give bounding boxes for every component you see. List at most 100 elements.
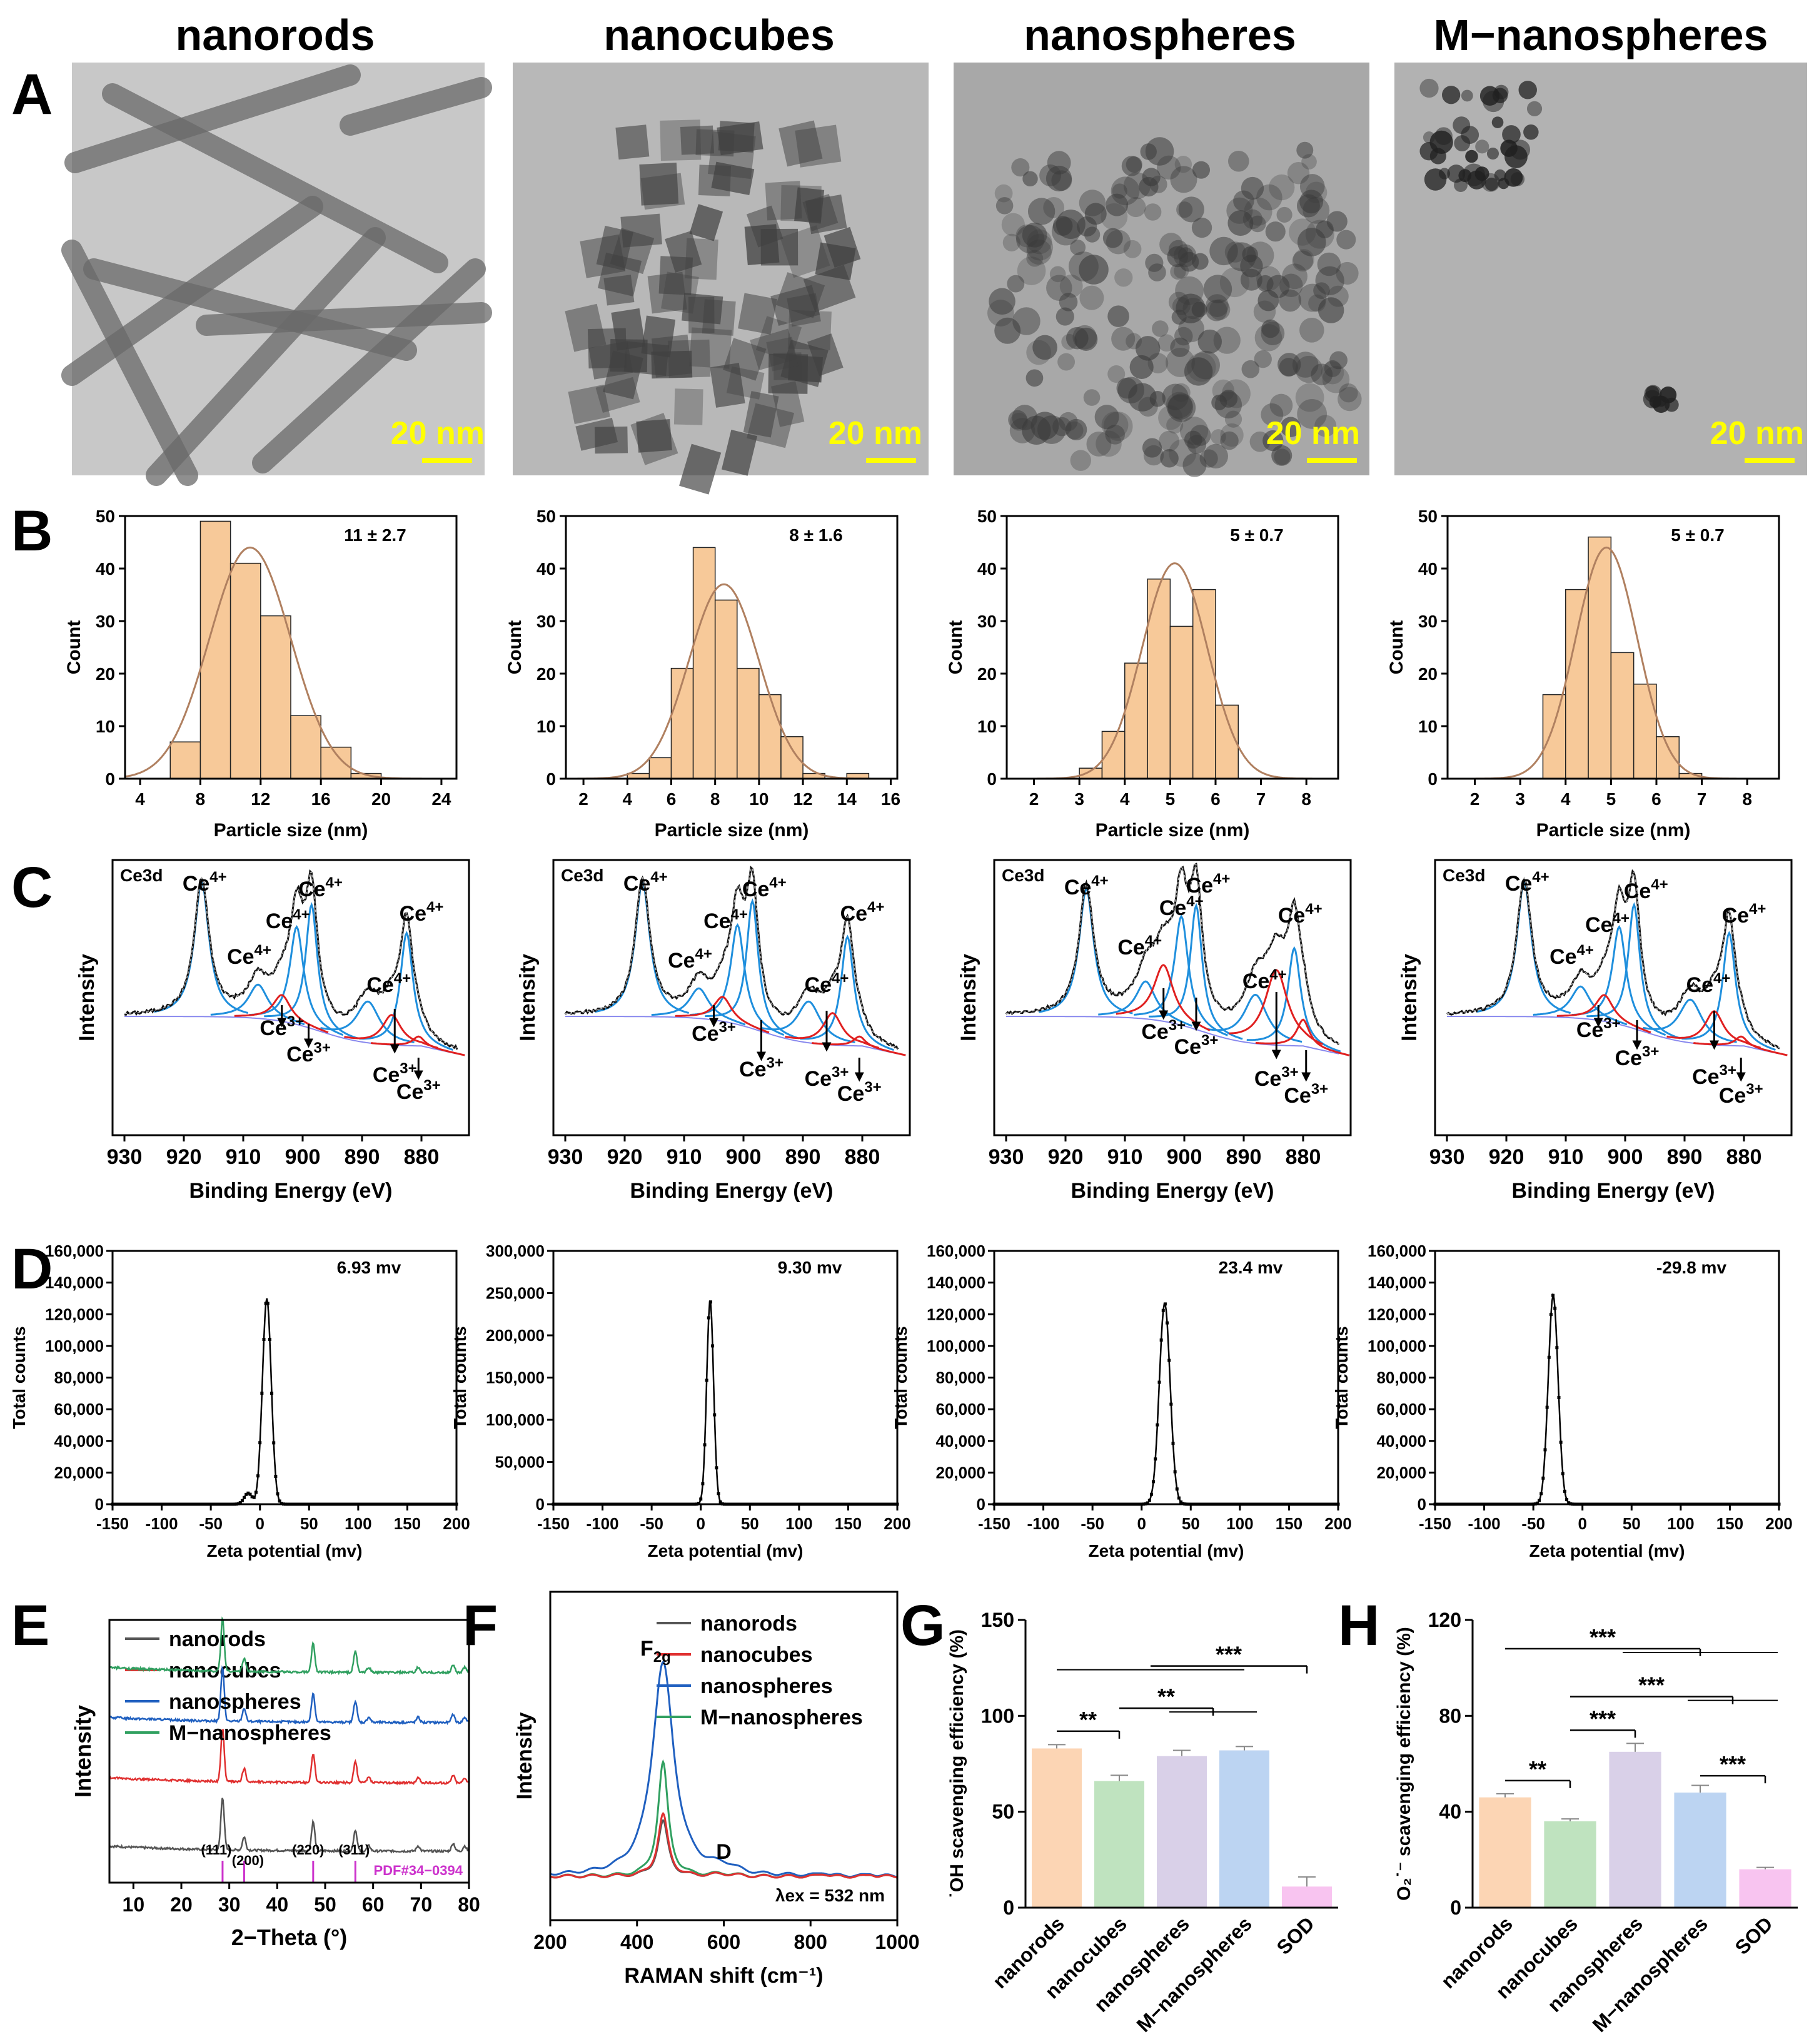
x-tick-label: 8 xyxy=(1742,789,1752,809)
peak-label-element: Ce xyxy=(266,909,293,933)
f2g-subscript: 2g xyxy=(653,1649,671,1666)
ce4-component-peak xyxy=(1571,925,1666,1036)
peak-label-element: Ce xyxy=(1284,1084,1311,1108)
x-tick-label: 900 xyxy=(1167,1145,1202,1169)
tem-scale-bar xyxy=(1745,458,1795,463)
ce3-component-peak xyxy=(785,1012,880,1049)
tem-sphere xyxy=(1295,355,1323,383)
tem-sphere xyxy=(1329,351,1348,370)
peak-label: Ce3+ xyxy=(1692,1062,1736,1089)
peak-label-charge: 3+ xyxy=(287,1013,304,1030)
tem-sphere xyxy=(1461,126,1479,144)
zeta-data-point xyxy=(1551,1293,1555,1297)
peak-label-charge: 3+ xyxy=(1642,1043,1659,1060)
peak-label: Ce3+ xyxy=(805,1064,849,1091)
tem-cube xyxy=(615,124,650,160)
x-tick-label: 5 xyxy=(1166,789,1176,809)
tem-sphere xyxy=(1277,353,1301,377)
tem-sphere xyxy=(1419,78,1439,98)
tem-cube xyxy=(707,131,756,180)
x-tick-label: 8 xyxy=(196,789,206,809)
y-tick-label: 50 xyxy=(977,507,997,526)
y-axis-title: Count xyxy=(505,620,525,675)
zeta-panel: -150 -100 -50 0 50 100 150 200 0 20,000 40,000 60,0… xyxy=(891,1242,1352,1561)
tem-sphere xyxy=(1079,190,1106,216)
y-tick-label: 200,000 xyxy=(486,1326,545,1345)
tem-sphere xyxy=(1135,336,1161,361)
tem-sphere xyxy=(1106,193,1129,216)
hkl-label: (220) xyxy=(292,1842,324,1858)
y-axis-title: Intensity xyxy=(957,954,980,1041)
tem-sphere xyxy=(1317,252,1341,276)
y-tick-label: 100,000 xyxy=(927,1337,985,1355)
legend-label: nanospheres xyxy=(169,1690,301,1714)
tem-sphere xyxy=(1170,166,1197,193)
zeta-panel: -150 -100 -50 0 50 100 150 200 0 20,000 40,000 60,0… xyxy=(1332,1242,1793,1561)
panel-letter-d: D xyxy=(11,1237,53,1301)
tem-cube xyxy=(636,418,672,453)
x-tick-label: 7 xyxy=(1697,789,1707,809)
peak-label-charge: 4+ xyxy=(293,906,310,923)
tem-sphere xyxy=(1148,263,1166,281)
peak-label: Ce4+ xyxy=(366,970,411,997)
tem-sphere xyxy=(1046,165,1072,192)
xps-envelope-line xyxy=(565,868,899,1049)
plot-frame xyxy=(124,515,458,780)
zeta-data-point xyxy=(703,1443,707,1447)
y-tick-label: 50 xyxy=(537,507,556,526)
tem-scale-bar xyxy=(422,458,472,463)
efficiency-bar xyxy=(1544,1821,1596,1908)
zeta-data-point xyxy=(268,1338,271,1342)
peak-label-element: Ce xyxy=(1159,896,1186,920)
x-tick-label: -150 xyxy=(978,1514,1010,1533)
tem-sphere xyxy=(1203,275,1232,303)
peak-label: Ce4+ xyxy=(805,970,849,997)
tem-sphere xyxy=(1026,239,1052,265)
peak-label-element: Ce xyxy=(1576,1018,1603,1042)
core-level-label: Ce3d xyxy=(120,866,163,885)
tem-cube xyxy=(667,339,711,378)
ce3-component-peak xyxy=(1693,1035,1788,1056)
histogram-bar xyxy=(1124,662,1148,779)
peak-label-element: Ce xyxy=(840,902,867,926)
zeta-data-point xyxy=(1541,1476,1545,1480)
zeta-data-point xyxy=(1156,1423,1159,1427)
y-tick-label: 80,000 xyxy=(935,1369,985,1387)
y-tick-label: 0 xyxy=(1418,1495,1426,1514)
tem-sphere xyxy=(1192,253,1209,270)
ce4-component-peak xyxy=(1039,887,1133,1014)
histogram-bar xyxy=(290,715,321,779)
tem-sphere xyxy=(1220,423,1244,447)
x-tick-label: 600 xyxy=(707,1931,740,1953)
peak-label-charge: 3+ xyxy=(1746,1081,1763,1098)
peak-label: Ce4+ xyxy=(1624,876,1668,903)
tem-sphere xyxy=(1206,300,1227,321)
significance-label: ** xyxy=(1079,1707,1097,1733)
significance-label: ** xyxy=(1157,1684,1175,1709)
histogram-panel: 2 3 4 5 6 7 8 0 10 20 30 40 50 Particle size (nm) Coun… xyxy=(945,507,1339,841)
y-tick-label: 0 xyxy=(105,769,115,789)
x-tick-label: 150 xyxy=(1276,1514,1303,1533)
tem-sphere xyxy=(1096,430,1122,457)
tem-sphere xyxy=(1159,430,1180,452)
x-tick-label: 3 xyxy=(1074,789,1084,809)
peak-label: Ce4+ xyxy=(227,942,271,969)
tem-sphere xyxy=(1142,168,1161,186)
peak-label: Ce4+ xyxy=(742,874,787,901)
tem-sphere xyxy=(1523,124,1539,140)
peak-label-charge: 4+ xyxy=(1186,893,1203,910)
peak-label-charge: 4+ xyxy=(769,874,786,891)
x-tick-label: 12 xyxy=(793,789,812,809)
histogram-bar xyxy=(260,615,291,779)
x-tick-label: 2 xyxy=(1470,789,1480,809)
tem-sphere xyxy=(1510,139,1531,160)
tem-sphere xyxy=(1068,251,1099,281)
tem-sphere xyxy=(1241,360,1260,378)
zeta-data-point xyxy=(250,1495,254,1499)
plot-frame xyxy=(1434,1250,1780,1505)
zeta-data-point xyxy=(278,1499,281,1503)
y-tick-label: 40 xyxy=(1418,559,1438,579)
category-label: M−nanospheres xyxy=(1132,1912,1256,2036)
xps-panel: 930 920 910 900 890 880 Binding Energy (eV) Int… xyxy=(1398,859,1793,1203)
